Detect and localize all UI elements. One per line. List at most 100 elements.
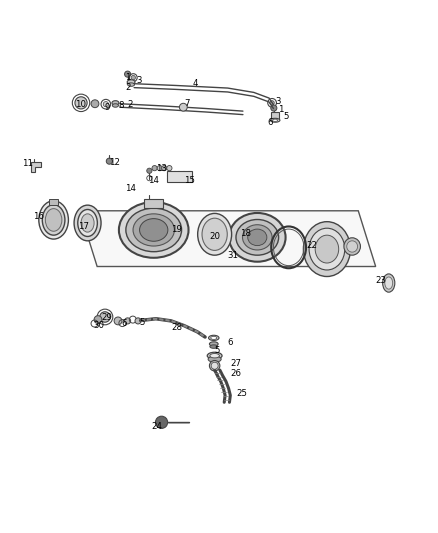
Text: 31: 31 bbox=[228, 251, 239, 260]
Circle shape bbox=[114, 317, 122, 325]
Ellipse shape bbox=[78, 209, 97, 237]
Bar bbox=[144, 199, 163, 208]
Ellipse shape bbox=[140, 219, 168, 241]
Text: 29: 29 bbox=[102, 313, 113, 322]
Text: 18: 18 bbox=[240, 229, 251, 238]
Circle shape bbox=[103, 102, 109, 107]
Text: 7: 7 bbox=[184, 99, 190, 108]
Text: 11: 11 bbox=[22, 159, 33, 168]
Ellipse shape bbox=[270, 118, 280, 122]
Ellipse shape bbox=[46, 208, 62, 231]
Ellipse shape bbox=[198, 213, 232, 255]
Text: 15: 15 bbox=[184, 176, 195, 185]
Text: 13: 13 bbox=[156, 164, 167, 173]
Ellipse shape bbox=[208, 356, 221, 362]
Text: 6: 6 bbox=[121, 319, 127, 328]
Bar bbox=[167, 171, 192, 182]
Ellipse shape bbox=[309, 228, 345, 270]
Circle shape bbox=[124, 318, 131, 324]
Text: 6: 6 bbox=[228, 338, 233, 347]
Text: 22: 22 bbox=[306, 241, 317, 250]
Ellipse shape bbox=[236, 220, 279, 255]
Ellipse shape bbox=[248, 229, 267, 246]
Ellipse shape bbox=[209, 342, 218, 346]
Text: 6: 6 bbox=[268, 117, 273, 126]
Text: 10: 10 bbox=[75, 100, 86, 109]
Ellipse shape bbox=[127, 80, 135, 84]
Text: 12: 12 bbox=[110, 158, 120, 166]
Bar bbox=[271, 112, 279, 118]
Polygon shape bbox=[80, 211, 376, 266]
Text: 23: 23 bbox=[376, 277, 387, 285]
Text: 5: 5 bbox=[215, 345, 220, 354]
Ellipse shape bbox=[207, 352, 222, 359]
Circle shape bbox=[211, 362, 218, 369]
Text: 1: 1 bbox=[124, 73, 130, 82]
Ellipse shape bbox=[211, 336, 217, 340]
Ellipse shape bbox=[347, 241, 357, 252]
Text: 16: 16 bbox=[33, 212, 44, 221]
Ellipse shape bbox=[243, 225, 272, 250]
Circle shape bbox=[152, 166, 157, 171]
Ellipse shape bbox=[112, 101, 119, 105]
Ellipse shape bbox=[74, 205, 101, 241]
Circle shape bbox=[106, 158, 113, 164]
Circle shape bbox=[91, 100, 99, 108]
Text: 27: 27 bbox=[230, 359, 241, 368]
Text: 9: 9 bbox=[105, 103, 110, 112]
Circle shape bbox=[167, 166, 172, 171]
Circle shape bbox=[270, 101, 274, 105]
Text: 14: 14 bbox=[125, 184, 136, 192]
Text: 17: 17 bbox=[78, 222, 88, 231]
Text: 4: 4 bbox=[193, 79, 198, 88]
Ellipse shape bbox=[304, 222, 350, 277]
Ellipse shape bbox=[39, 201, 68, 239]
Ellipse shape bbox=[126, 208, 182, 252]
Circle shape bbox=[147, 168, 152, 173]
Ellipse shape bbox=[202, 218, 227, 251]
Text: 2: 2 bbox=[127, 100, 133, 109]
Ellipse shape bbox=[127, 83, 134, 86]
Ellipse shape bbox=[210, 353, 219, 358]
Ellipse shape bbox=[113, 104, 118, 107]
Text: 25: 25 bbox=[237, 389, 247, 398]
Text: 3: 3 bbox=[276, 98, 281, 107]
Text: 2: 2 bbox=[125, 83, 131, 92]
Text: 20: 20 bbox=[209, 232, 220, 241]
Circle shape bbox=[157, 166, 162, 171]
Ellipse shape bbox=[42, 205, 65, 235]
Ellipse shape bbox=[385, 277, 392, 289]
Circle shape bbox=[131, 76, 135, 80]
Text: 28: 28 bbox=[171, 323, 182, 332]
Circle shape bbox=[100, 312, 110, 322]
Polygon shape bbox=[31, 162, 41, 172]
Ellipse shape bbox=[272, 119, 278, 122]
Text: 3: 3 bbox=[136, 76, 142, 85]
Text: 5: 5 bbox=[283, 112, 289, 121]
Ellipse shape bbox=[315, 235, 339, 263]
Text: 19: 19 bbox=[171, 225, 182, 235]
Ellipse shape bbox=[383, 274, 395, 292]
Circle shape bbox=[180, 103, 187, 111]
Circle shape bbox=[135, 318, 141, 324]
Text: 14: 14 bbox=[148, 176, 159, 185]
Ellipse shape bbox=[210, 345, 218, 349]
Circle shape bbox=[124, 71, 131, 77]
Text: 30: 30 bbox=[94, 321, 105, 330]
Ellipse shape bbox=[81, 214, 94, 232]
Circle shape bbox=[162, 166, 167, 171]
Ellipse shape bbox=[229, 213, 286, 262]
Ellipse shape bbox=[344, 238, 360, 255]
Text: 1: 1 bbox=[278, 106, 284, 114]
Circle shape bbox=[209, 360, 220, 371]
Circle shape bbox=[75, 97, 87, 109]
Text: 5: 5 bbox=[140, 318, 145, 327]
Circle shape bbox=[155, 416, 168, 429]
Ellipse shape bbox=[119, 202, 188, 258]
Bar bbox=[49, 199, 58, 205]
Circle shape bbox=[94, 316, 102, 324]
Text: 8: 8 bbox=[118, 101, 124, 110]
Text: 24: 24 bbox=[152, 422, 162, 431]
Circle shape bbox=[271, 105, 277, 111]
Ellipse shape bbox=[133, 214, 174, 246]
